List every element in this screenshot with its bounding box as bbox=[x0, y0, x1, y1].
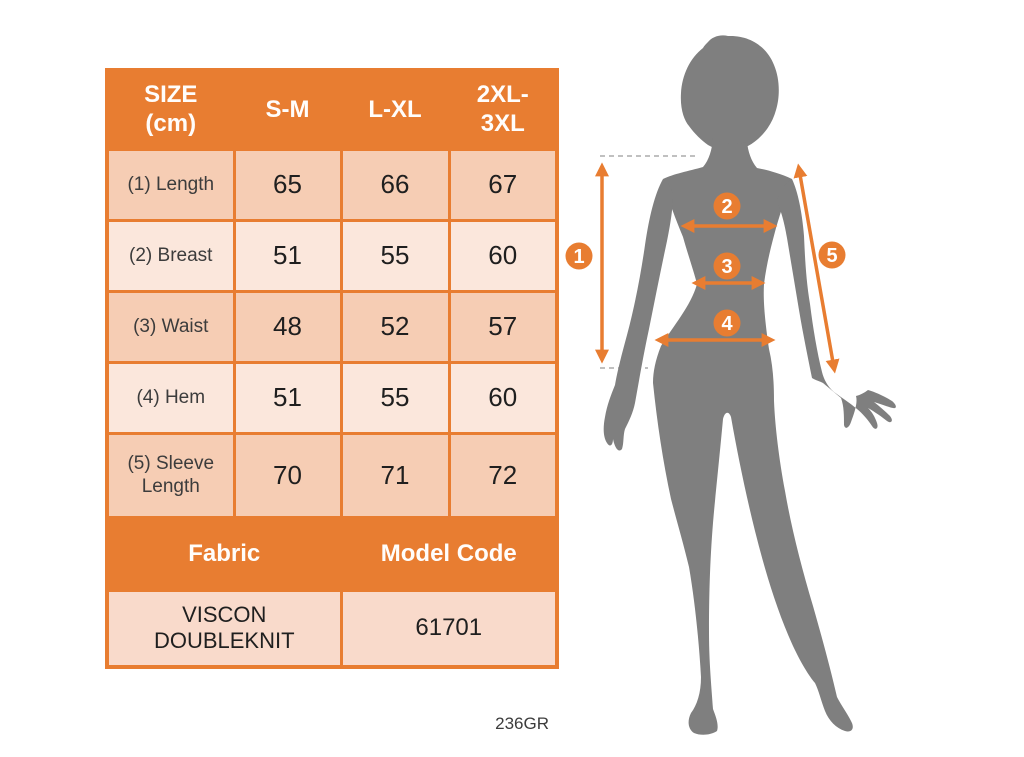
length-sm: 65 bbox=[232, 148, 343, 222]
breast-lxl: 55 bbox=[339, 219, 451, 293]
model-code-value: 61701 bbox=[339, 589, 559, 668]
badge-2-number: 2 bbox=[721, 196, 732, 218]
row-label-waist: (3) Waist bbox=[105, 290, 236, 364]
badge-3-number: 3 bbox=[721, 256, 732, 278]
badge-4-circle bbox=[713, 309, 741, 337]
badge-5-number: 5 bbox=[826, 245, 837, 267]
breast-sm: 51 bbox=[232, 219, 343, 293]
table-row-hem: (4) Hem 51 55 60 bbox=[105, 361, 559, 435]
table-row-waist: (3) Waist 48 52 57 bbox=[105, 290, 559, 364]
head-silhouette bbox=[680, 35, 779, 152]
right-arm-silhouette bbox=[777, 179, 896, 429]
measurement-arrows bbox=[595, 162, 840, 374]
hem-2xl3xl: 60 bbox=[447, 361, 559, 435]
hem-lxl: 55 bbox=[339, 361, 451, 435]
header-size-2xl3xl: 2XL-3XL bbox=[447, 68, 559, 151]
info-value-row: VISCON DOUBLEKNIT 61701 bbox=[105, 589, 559, 668]
product-code-note: 236GR bbox=[495, 714, 549, 733]
size-header-row: SIZE (cm) S-M L-XL 2XL-3XL bbox=[105, 68, 559, 151]
badge-5-circle bbox=[818, 241, 846, 269]
header-size-lxl: L-XL bbox=[339, 68, 451, 151]
measurement-figure: 1 2 3 4 5 bbox=[565, 35, 896, 735]
measure-badge-2: 2 bbox=[713, 192, 741, 220]
sleeve-2xl3xl: 72 bbox=[447, 432, 559, 519]
measure-badge-5: 5 bbox=[818, 241, 846, 269]
badge-1-circle bbox=[565, 242, 593, 270]
fabric-value-text: VISCON DOUBLEKNIT bbox=[153, 601, 295, 654]
woman-silhouette bbox=[603, 35, 896, 735]
breast-2xl3xl: 60 bbox=[447, 219, 559, 293]
waist-sm: 48 bbox=[232, 290, 343, 364]
measure-badge-1: 1 bbox=[565, 242, 593, 270]
measure-badge-3: 3 bbox=[713, 252, 741, 280]
row-label-sleeve-length: (5) Sleeve Length bbox=[105, 432, 236, 519]
waist-lxl: 52 bbox=[339, 290, 451, 364]
length-2xl3xl: 67 bbox=[447, 148, 559, 222]
row-label-length: (1) Length bbox=[105, 148, 236, 222]
badge-4-number: 4 bbox=[721, 313, 733, 335]
row-label-hem: (4) Hem bbox=[105, 361, 236, 435]
model-code-header: Model Code bbox=[339, 516, 559, 592]
table-row-length: (1) Length 65 66 67 bbox=[105, 148, 559, 222]
sleeve-arrow bbox=[793, 163, 840, 374]
table-row-sleeve-length: (5) Sleeve Length 70 71 72 bbox=[105, 432, 559, 519]
header-size-unit: SIZE (cm) bbox=[105, 68, 236, 151]
length-lxl: 66 bbox=[339, 148, 451, 222]
waist-2xl3xl: 57 bbox=[447, 290, 559, 364]
left-arm-silhouette bbox=[603, 179, 673, 451]
info-header-row: Fabric Model Code bbox=[105, 516, 559, 592]
size-chart-table: SIZE (cm) S-M L-XL 2XL-3XL (1) Length 65… bbox=[105, 68, 559, 669]
sleeve-lxl: 71 bbox=[339, 432, 451, 519]
badge-2-circle bbox=[713, 192, 741, 220]
sleeve-sm: 70 bbox=[232, 432, 343, 519]
fabric-value: VISCON DOUBLEKNIT bbox=[105, 589, 343, 668]
measure-badge-4: 4 bbox=[713, 309, 741, 337]
fabric-header: Fabric bbox=[105, 516, 343, 592]
badge-1-number: 1 bbox=[573, 246, 584, 268]
badge-3-circle bbox=[713, 252, 741, 280]
header-size-sm: S-M bbox=[232, 68, 343, 151]
hem-sm: 51 bbox=[232, 361, 343, 435]
row-label-breast: (2) Breast bbox=[105, 219, 236, 293]
table-row-breast: (2) Breast 51 55 60 bbox=[105, 219, 559, 293]
